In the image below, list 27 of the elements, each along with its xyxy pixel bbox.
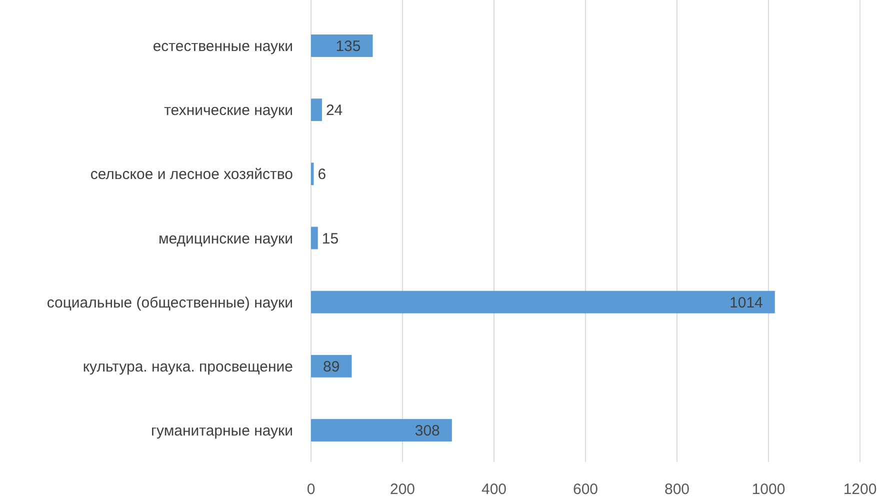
y-tick-label: медицинские науки xyxy=(158,230,293,248)
y-tick-label: технические науки xyxy=(164,102,293,120)
y-tick-label: гуманитарные науки xyxy=(151,422,293,440)
bar xyxy=(311,162,314,186)
x-tick-label: 600 xyxy=(572,481,598,498)
data-label: 308 xyxy=(414,422,440,440)
x-tick-label: 400 xyxy=(481,481,507,498)
bar xyxy=(311,226,318,250)
x-tick-label: 200 xyxy=(390,481,416,498)
data-label: 135 xyxy=(336,38,361,55)
bar xyxy=(311,98,322,122)
y-tick-label: сельское и лесное хозяйство xyxy=(90,166,293,184)
y-tick-label: культура. наука. просвещение xyxy=(82,358,293,376)
x-tick-label: 0 xyxy=(306,481,316,498)
x-tick-label: 1000 xyxy=(752,481,786,498)
data-label: 15 xyxy=(322,230,339,248)
bar xyxy=(311,419,452,442)
bar xyxy=(311,290,775,314)
y-tick-label: естественные науки xyxy=(152,38,293,55)
data-label: 1014 xyxy=(730,294,763,312)
x-tick-label: 800 xyxy=(664,481,690,498)
data-label: 89 xyxy=(323,358,340,376)
x-tick-label: 1200 xyxy=(843,481,877,498)
data-label: 24 xyxy=(326,102,343,120)
y-tick-label: социальные (общественные) науки xyxy=(46,294,293,312)
data-label: 6 xyxy=(318,166,326,184)
bar xyxy=(311,34,373,57)
